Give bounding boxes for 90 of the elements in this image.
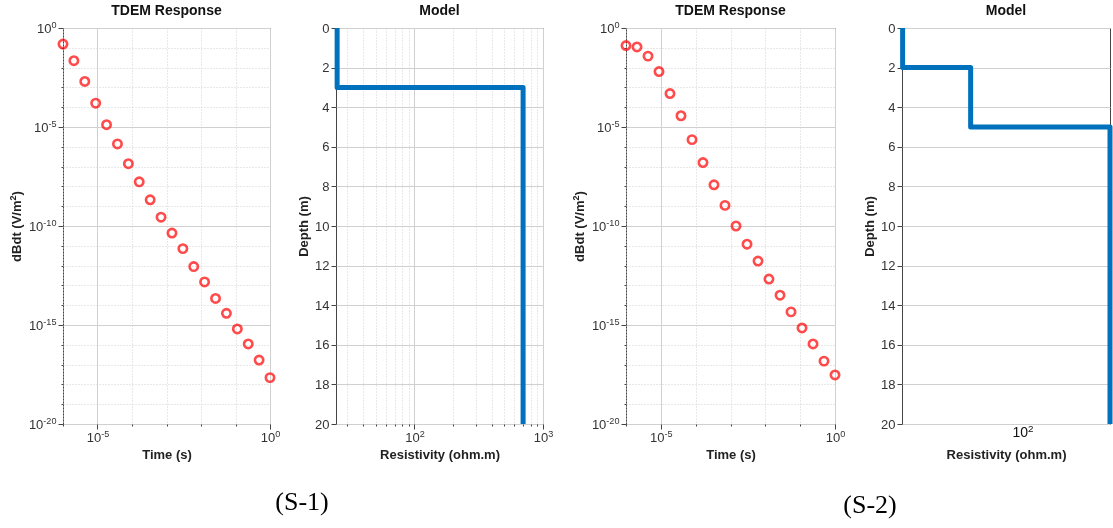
point (144, 194, 156, 206)
point (231, 323, 243, 335)
point (111, 138, 123, 150)
point (796, 322, 808, 334)
point (68, 55, 80, 67)
text: (S-2) (843, 490, 897, 519)
y-tick-label: 2 (888, 60, 896, 76)
point (774, 289, 786, 301)
point (741, 238, 753, 250)
y-tick-label: 14 (315, 297, 330, 313)
point (686, 134, 698, 146)
y-tick-label: 20 (315, 416, 330, 432)
x-axis-title: Time (s) (706, 446, 756, 462)
x-tick-label: 10$^{-5}$ (86, 428, 110, 445)
point (242, 338, 254, 350)
chart-title: TDEM Response (111, 2, 222, 18)
point (220, 307, 232, 319)
y-tick-label: 2 (322, 60, 330, 76)
point (708, 179, 720, 191)
point (829, 369, 841, 381)
y-tick-label: 12 (315, 258, 330, 274)
point (752, 255, 764, 267)
y-tick-label: 14 (881, 297, 896, 313)
y-tick-label: 8 (322, 178, 330, 194)
y-tick-label: 10$^{-10}$ (591, 217, 620, 234)
point (122, 158, 134, 170)
point (719, 199, 731, 211)
point (79, 75, 91, 87)
x-axis-title: Resistivity (ohm.m) (946, 446, 1067, 462)
chart-title: Model (985, 2, 1027, 18)
x-tick-label: 10$^{0}$ (260, 428, 281, 445)
point (155, 211, 167, 223)
y-tick-label: 0 (322, 20, 330, 36)
point (253, 354, 265, 366)
y-tick-label: 10$^{-5}$ (596, 118, 620, 135)
y-tick-label: 8 (888, 178, 896, 194)
y-axis-title: Depth (m) (296, 196, 312, 257)
y-tick-label: 18 (881, 376, 896, 392)
point (90, 97, 102, 109)
x-tick-label: 10$^{-5}$ (650, 428, 673, 445)
point (818, 355, 830, 367)
y-axis-title: Depth (m) (862, 196, 878, 257)
y-tick-label: 10$^{-15}$ (591, 316, 620, 333)
y-tick-label: 0 (888, 20, 896, 36)
y-tick-label: 16 (881, 337, 896, 353)
point (785, 306, 797, 318)
y-tick-label: 10 (315, 218, 330, 234)
y-tick-label: 4 (322, 99, 330, 115)
point (210, 292, 222, 304)
point (697, 157, 709, 169)
point (675, 110, 687, 122)
point (57, 38, 69, 50)
y-tick-label: 12 (881, 258, 896, 274)
point (166, 227, 178, 239)
x-tick-label: 10$^{0}$ (825, 428, 846, 445)
point (664, 88, 676, 100)
y-tick-label: 10$^{-20}$ (591, 415, 620, 432)
y-tick-label: 6 (888, 139, 896, 155)
y-tick-label: 10 (881, 218, 896, 234)
y-tick-label: 10$^{-15}$ (28, 316, 57, 333)
point (199, 276, 211, 288)
point (101, 119, 113, 131)
x-tick-label: 10$^{2}$ (405, 428, 425, 445)
point (264, 372, 276, 384)
text: (S-1) (275, 487, 329, 516)
point (620, 40, 632, 52)
y-tick-label: 18 (315, 376, 330, 392)
y-tick-label: 6 (322, 139, 330, 155)
point (642, 50, 654, 62)
point (730, 220, 742, 232)
point (177, 243, 189, 255)
chart-title: Model (419, 2, 460, 18)
y-tick-label: 10$^{-5}$ (33, 118, 57, 135)
y-tick-label: 4 (888, 99, 896, 115)
point (133, 176, 145, 188)
x-tick-label: 10$^{3}$ (533, 428, 554, 445)
y-tick-label: 10$^{0}$ (599, 19, 620, 36)
y-tick-label: 20 (881, 416, 896, 432)
y-tick-label: 10$^{-20}$ (28, 415, 57, 432)
point (807, 338, 819, 350)
x-axis-title: Resistivity (ohm.m) (380, 446, 500, 462)
y-tick-label: 16 (315, 337, 330, 353)
chart-title: TDEM Response (675, 2, 786, 18)
point (763, 273, 775, 285)
point (188, 261, 200, 273)
y-tick-label: 10$^{0}$ (36, 19, 57, 36)
x-axis-title: Time (s) (142, 446, 192, 462)
y-tick-label: 10$^{-10}$ (28, 217, 57, 234)
point (653, 66, 665, 78)
point (631, 41, 643, 53)
